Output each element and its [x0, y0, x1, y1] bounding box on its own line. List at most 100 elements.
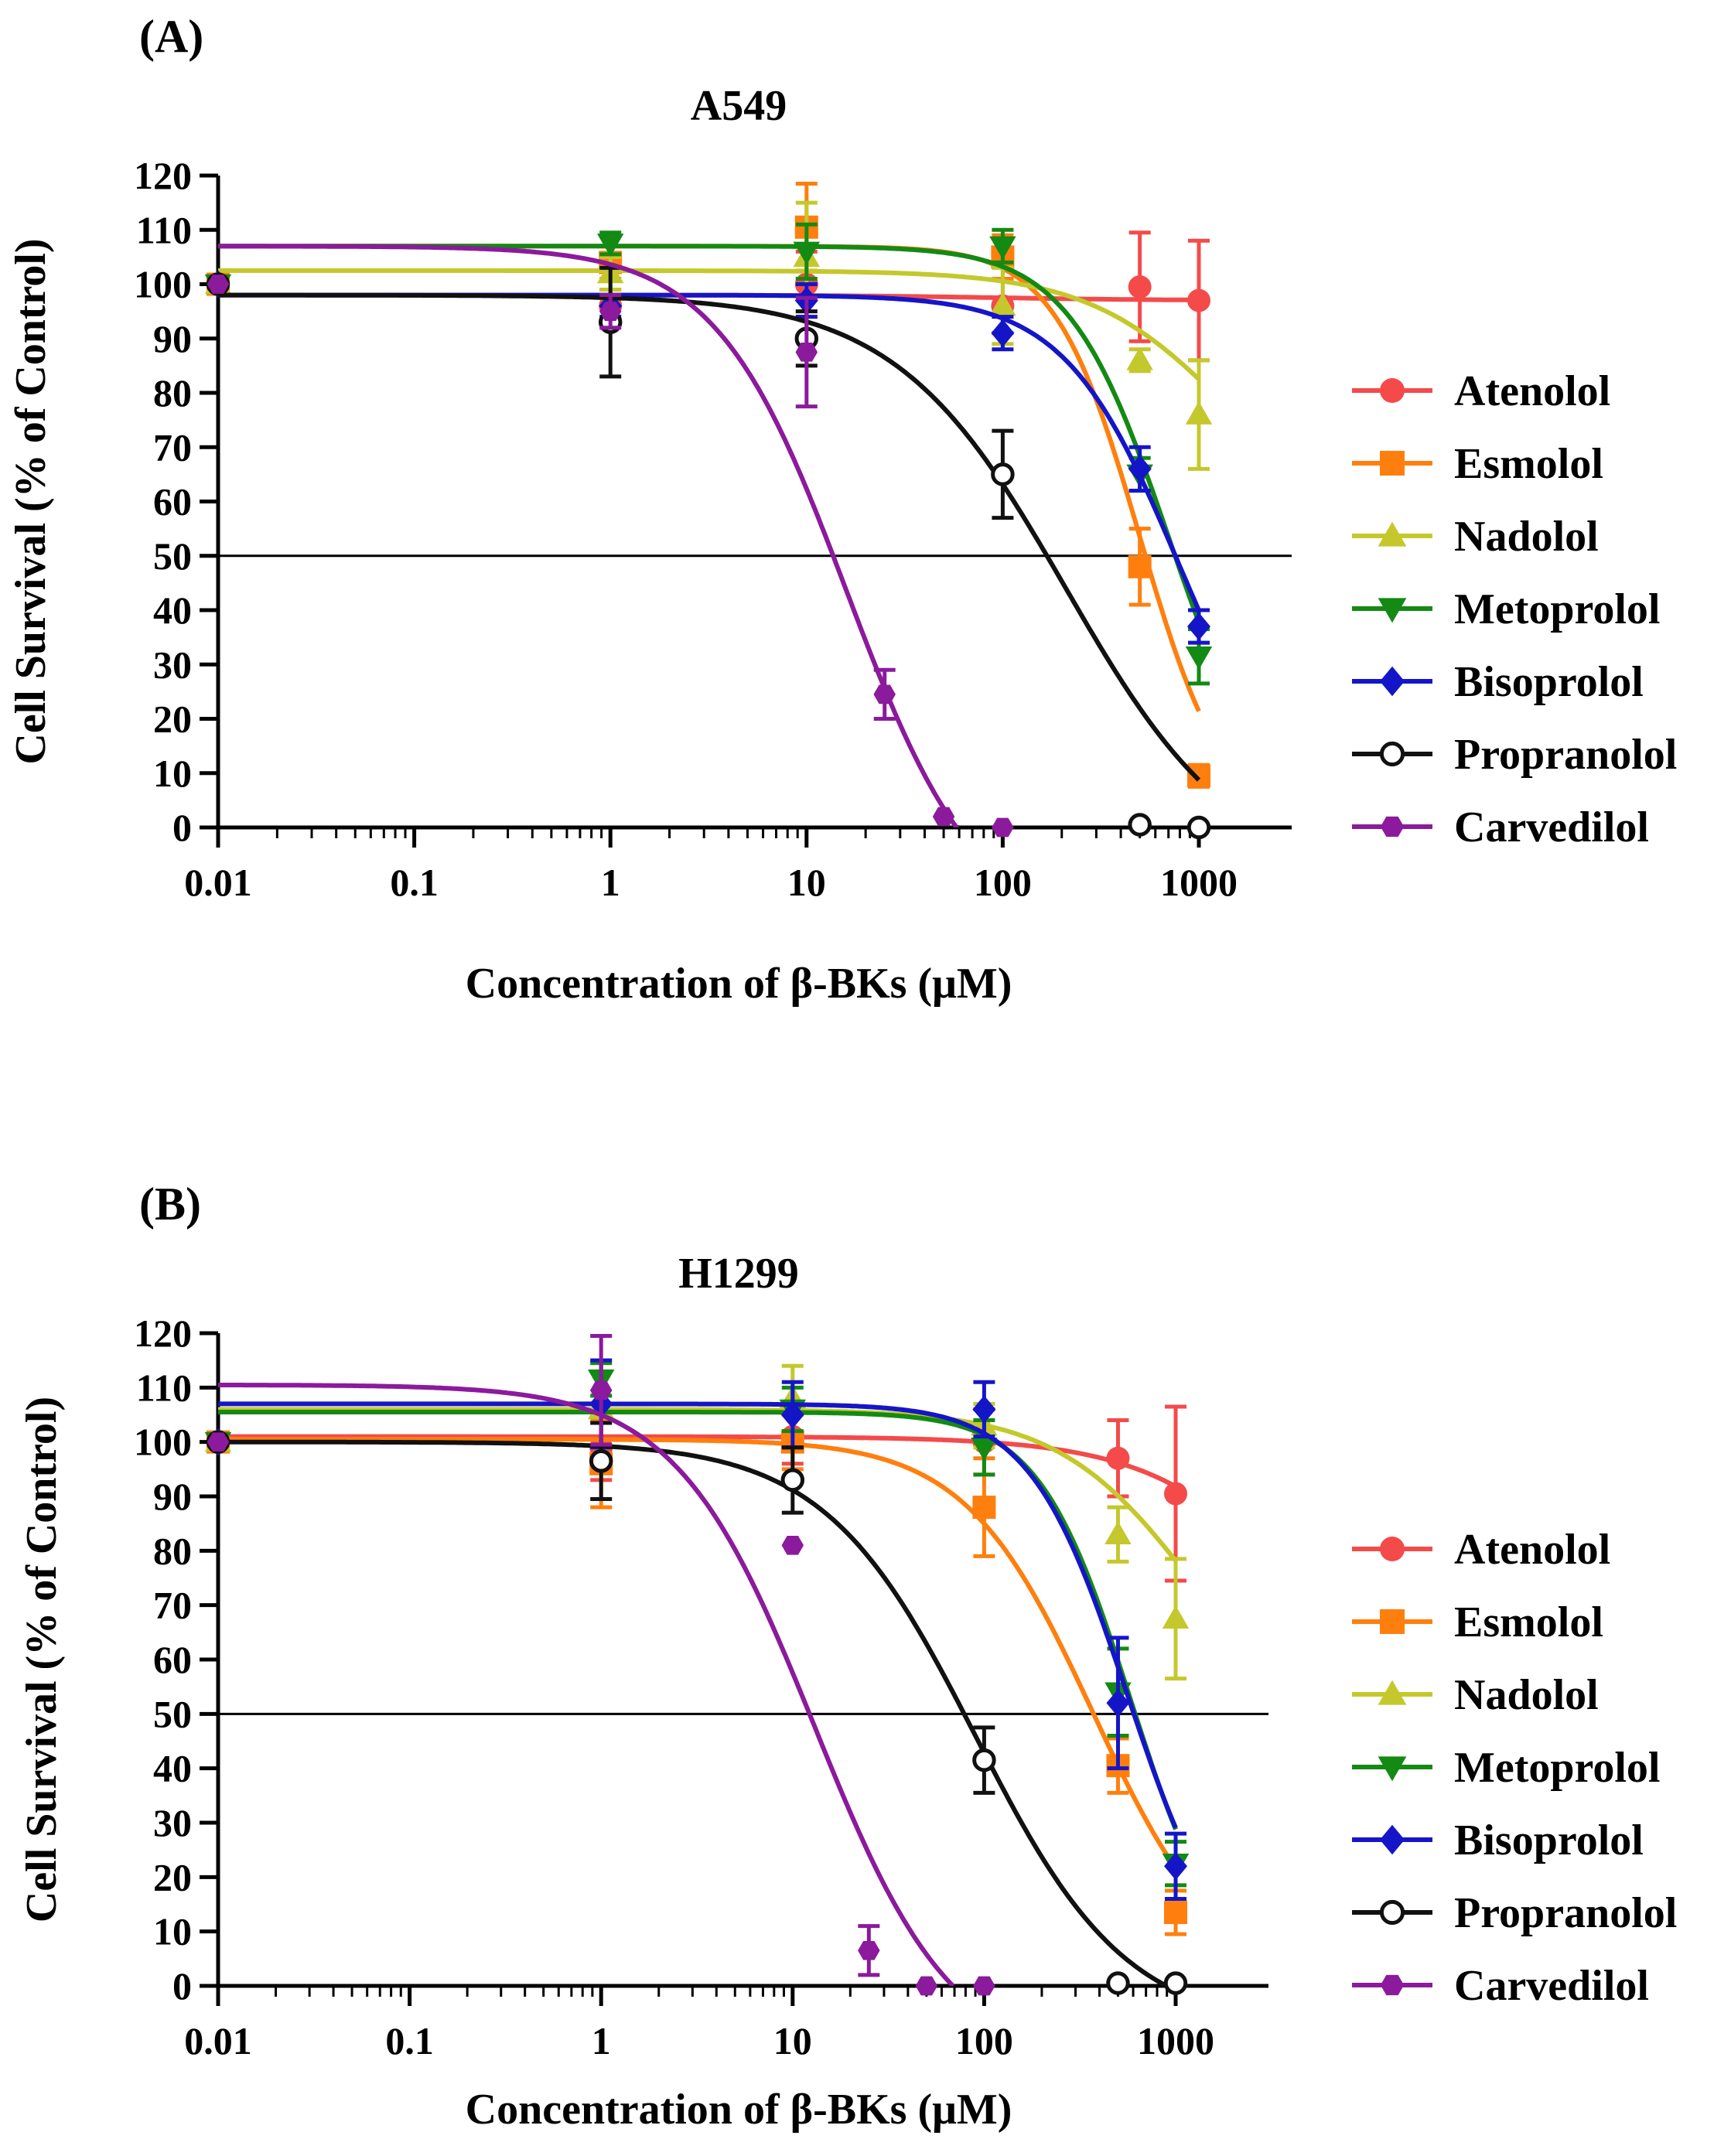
legend-item-metoprolol: Metoprolol [1352, 585, 1660, 633]
data-point-propranolol [1163, 1971, 1188, 1995]
data-point-bisoprolol [1106, 1689, 1130, 1718]
legend-marker [1380, 378, 1405, 403]
legend-item-metoprolol: Metoprolol [1352, 1744, 1660, 1792]
y-tick-label: 60 [153, 1638, 192, 1681]
x-tick-label: 0.1 [385, 2019, 434, 2062]
legend-marker [1380, 666, 1405, 697]
data-point-carvedilol [599, 302, 622, 321]
chart-panel-b: (B)H129901020304050607080901001101200.01… [18, 1179, 1677, 2134]
data-point-nadolol [1185, 401, 1213, 425]
fit-curve-carvedilol [218, 1383, 955, 1986]
data-point-esmolol [1187, 764, 1210, 788]
legend-item-atenolol: Atenolol [1352, 1526, 1610, 1574]
y-tick-label: 60 [153, 480, 192, 524]
data-point-metoprolol [1185, 646, 1213, 670]
x-tick-label: 1000 [1160, 861, 1238, 904]
data-point-bisoprolol [1128, 455, 1152, 483]
series-propranolol [206, 1421, 1188, 1995]
y-tick-label: 10 [153, 1910, 192, 1953]
x-tick-label: 100 [955, 2019, 1013, 2062]
legend-item-nadolol: Nadolol [1352, 1671, 1599, 1719]
legend-marker [1380, 451, 1405, 476]
y-tick-label: 110 [136, 208, 192, 251]
data-point-propranolol [1186, 815, 1211, 840]
legend-marker [1380, 1824, 1405, 1855]
y-tick-label: 90 [153, 1475, 192, 1518]
data-point-propranolol [972, 1748, 996, 1772]
y-tick-label: 120 [134, 154, 192, 197]
y-tick-label: 0 [172, 806, 192, 849]
series-carvedilol [207, 244, 1014, 837]
y-axis-label: Cell Survival (% of Control) [7, 238, 55, 764]
legend-marker [1380, 1537, 1405, 1561]
data-point-carvedilol [932, 807, 955, 827]
fit-curve-bisoprolol [218, 1401, 1178, 1829]
data-point-propranolol [1128, 813, 1152, 837]
fit-curve-carvedilol [218, 244, 959, 827]
x-axis-label: Concentration of β-BKs (μM) [466, 960, 1012, 1008]
legend-marker [1380, 1974, 1405, 1996]
data-point-nadolol [989, 292, 1016, 316]
legend-item-carvedilol: Carvedilol [1352, 803, 1649, 851]
legend-item-propranolol: Propranolol [1352, 1889, 1677, 1937]
data-point-atenolol [1128, 275, 1152, 299]
y-tick-label: 50 [153, 534, 192, 578]
y-tick-label: 0 [172, 1964, 192, 2008]
y-tick-label: 80 [153, 1529, 192, 1572]
data-point-metoprolol [596, 234, 624, 258]
fit-curve-propranolol [218, 292, 1201, 782]
fit-curve-esmolol [218, 244, 1201, 712]
data-point-atenolol [1187, 288, 1210, 312]
series-nadolol [204, 200, 1213, 471]
legend-label: Metoprolol [1454, 585, 1660, 633]
y-tick-label: 90 [153, 317, 192, 360]
fit-curve-nadolol [218, 1407, 1178, 1563]
legend-item-bisoprolol: Bisoprolol [1352, 1817, 1644, 1864]
legend-marker [1378, 1756, 1407, 1782]
fit-curve-nadolol [218, 268, 1201, 381]
legend-label: Carvedilol [1454, 803, 1649, 851]
series-esmolol [207, 182, 1210, 789]
data-point-carvedilol [973, 1976, 995, 1996]
panel-label: (A) [139, 11, 203, 62]
y-tick-label: 70 [153, 1584, 192, 1627]
legend-item-esmolol: Esmolol [1352, 1598, 1603, 1646]
legend-label: Bisoprolol [1454, 1817, 1644, 1864]
legend-label: Propranolol [1454, 1889, 1677, 1937]
x-tick-label: 0.1 [390, 861, 439, 904]
data-point-propranolol [589, 1449, 613, 1473]
y-tick-label: 20 [153, 1855, 192, 1898]
legend-item-nadolol: Nadolol [1352, 513, 1599, 561]
data-point-carvedilol [992, 817, 1014, 837]
x-tick-label: 1 [592, 2019, 611, 2062]
data-point-metoprolol [971, 1437, 998, 1461]
x-axis-label: Concentration of β-BKs (μM) [466, 2086, 1012, 2134]
y-axis-label: Cell Survival (% of Control) [18, 1397, 66, 1922]
legend-label: Esmolol [1454, 1598, 1603, 1646]
legend-item-esmolol: Esmolol [1352, 440, 1603, 488]
legend-marker [1380, 1609, 1405, 1634]
legend-marker [1378, 521, 1407, 547]
x-tick-label: 1 [601, 861, 620, 904]
data-point-carvedilol [589, 1380, 613, 1400]
data-point-atenolol [1106, 1446, 1130, 1470]
legend-label: Carvedilol [1454, 1962, 1649, 2010]
y-tick-label: 40 [153, 588, 192, 632]
x-tick-label: 0.01 [184, 861, 252, 904]
data-point-bisoprolol [780, 1400, 804, 1429]
y-tick-label: 20 [153, 698, 192, 741]
panel-label: (B) [139, 1179, 201, 1230]
data-point-esmolol [972, 1496, 996, 1520]
fit-curve-propranolol [218, 1439, 1169, 1986]
y-tick-label: 40 [153, 1747, 192, 1790]
data-point-nadolol [1162, 1605, 1190, 1629]
legend-label: Metoprolol [1454, 1744, 1660, 1792]
data-point-nadolol [1126, 346, 1153, 370]
data-point-metoprolol [793, 241, 821, 265]
y-tick-label: 70 [153, 425, 192, 469]
data-point-carvedilol [781, 1535, 804, 1555]
data-point-carvedilol [207, 1432, 230, 1452]
data-point-carvedilol [915, 1976, 938, 1996]
y-tick-label: 80 [153, 371, 192, 414]
data-point-esmolol [1128, 554, 1152, 578]
